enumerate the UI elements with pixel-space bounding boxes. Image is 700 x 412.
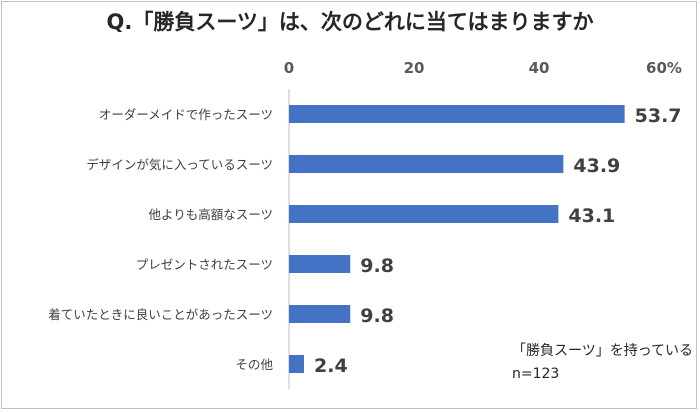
category-label: オーダーメイドで作ったスーツ	[99, 107, 273, 122]
bar	[289, 205, 559, 223]
category-label: 他よりも高額なスーツ	[148, 207, 273, 222]
category-label: デザインが気に入っているスーツ	[86, 157, 273, 172]
bar	[289, 105, 625, 123]
sample-size-note: n=123	[512, 366, 560, 382]
chart-title: Q.「勝負スーツ」は、次のどれに当てはまりますか	[106, 10, 594, 34]
value-label: 43.1	[568, 205, 615, 227]
value-label: 2.4	[314, 355, 348, 377]
bar	[289, 305, 351, 323]
value-label: 9.8	[360, 255, 394, 277]
x-tick-label: 60%	[646, 59, 682, 77]
category-label: その他	[235, 357, 273, 372]
x-tick-label: 0	[284, 59, 294, 77]
category-label: プレゼントされたスーツ	[136, 257, 273, 272]
respondent-note: 「勝負スーツ」を持っている	[512, 343, 694, 359]
x-tick-label: 20	[404, 59, 425, 77]
value-label: 53.7	[635, 105, 682, 127]
value-label: 9.8	[360, 305, 394, 327]
bar	[289, 355, 304, 373]
x-tick-label: 40	[529, 59, 550, 77]
category-label: 着ていたときに良いことがあったスーツ	[48, 307, 273, 322]
value-label: 43.9	[573, 155, 620, 177]
bar	[289, 155, 564, 173]
bar	[289, 255, 351, 273]
